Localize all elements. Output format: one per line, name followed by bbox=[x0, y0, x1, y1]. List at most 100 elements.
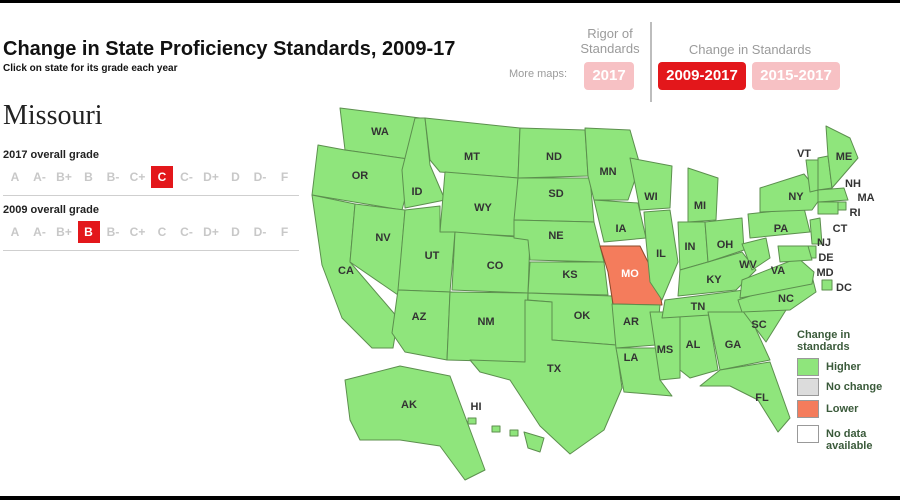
grade-2017-B: B bbox=[84, 170, 93, 184]
map-2009-2017-button[interactable]: 2009-2017 bbox=[658, 62, 746, 90]
state-ri[interactable] bbox=[837, 201, 847, 211]
state-label-nc: NC bbox=[778, 293, 794, 305]
state-label-co: CO bbox=[487, 260, 504, 272]
state-ia[interactable] bbox=[593, 199, 647, 243]
grade-2009-Bplus: B+ bbox=[56, 225, 72, 239]
state-wi[interactable] bbox=[629, 157, 673, 211]
state-mt[interactable] bbox=[424, 117, 521, 179]
grade-2009-C: C bbox=[157, 225, 167, 239]
state-label-mt: MT bbox=[464, 151, 480, 163]
grade-2017-Dminus: D- bbox=[253, 170, 267, 184]
grade-2009-Aminus: A- bbox=[33, 225, 46, 239]
state-ks[interactable] bbox=[527, 261, 609, 296]
grade-2017-Cminus: C- bbox=[180, 170, 193, 184]
legend-label-lower: Lower bbox=[826, 403, 859, 415]
state-dc[interactable] bbox=[821, 279, 833, 291]
state-fl[interactable] bbox=[699, 361, 791, 433]
state-label-ia: IA bbox=[616, 223, 627, 235]
state-label-nh: NH bbox=[845, 178, 861, 190]
grade-2009-Bminus: B- bbox=[106, 225, 120, 239]
state-label-hi: HI bbox=[471, 401, 482, 413]
grade-2009-label: 2009 overall grade bbox=[3, 204, 100, 216]
state-label-va: VA bbox=[771, 265, 786, 277]
grade-2017-Aminus: A- bbox=[33, 170, 46, 184]
map-2017-button[interactable]: 2017 bbox=[584, 62, 634, 90]
state-md[interactable] bbox=[777, 245, 813, 263]
state-ct[interactable] bbox=[817, 201, 839, 215]
state-label-ok: OK bbox=[574, 310, 591, 322]
state-label-dc: DC bbox=[836, 282, 852, 294]
grade-2017-C: C bbox=[151, 166, 173, 188]
state-label-az: AZ bbox=[412, 311, 427, 323]
legend-swatch-lower bbox=[797, 400, 819, 418]
state-az[interactable] bbox=[391, 289, 451, 361]
grade-2017-Dplus: D+ bbox=[203, 170, 219, 184]
legend-label-higher: Higher bbox=[826, 361, 861, 373]
map-2015-2017-button[interactable]: 2015-2017 bbox=[752, 62, 840, 90]
state-label-id: ID bbox=[412, 186, 423, 198]
state-tx[interactable] bbox=[469, 299, 623, 455]
state-label-ct: CT bbox=[833, 223, 848, 235]
state-la[interactable] bbox=[615, 347, 673, 397]
state-label-ms: MS bbox=[657, 344, 674, 356]
state-mi[interactable] bbox=[687, 167, 719, 223]
grade-2017-label: 2017 overall grade bbox=[3, 149, 100, 161]
grade-row-2017: A A- B+ B B- C+ C C- D+ D D- F bbox=[8, 166, 298, 188]
state-label-ga: GA bbox=[725, 339, 742, 351]
state-label-al: AL bbox=[686, 339, 701, 351]
page-title: Change in State Proficiency Standards, 2… bbox=[3, 38, 456, 60]
grade-2009-D: D bbox=[231, 225, 240, 239]
state-label-md: MD bbox=[816, 267, 833, 279]
state-label-ks: KS bbox=[562, 269, 577, 281]
state-label-ne: NE bbox=[548, 230, 563, 242]
state-ne[interactable] bbox=[513, 219, 605, 263]
state-ny[interactable] bbox=[759, 173, 823, 213]
grade-2009-Cminus: C- bbox=[180, 225, 193, 239]
legend-title: Change in standards bbox=[797, 329, 851, 353]
page-subtitle: Click on state for its grade each year bbox=[3, 63, 178, 74]
state-label-ak: AK bbox=[401, 399, 417, 411]
state-label-mi: MI bbox=[694, 200, 706, 212]
state-label-nd: ND bbox=[546, 151, 562, 163]
top-border bbox=[0, 0, 900, 3]
state-hi[interactable] bbox=[467, 417, 545, 453]
state-label-nj: NJ bbox=[817, 237, 831, 249]
grade-2017-A: A bbox=[10, 170, 20, 184]
state-nj[interactable] bbox=[809, 217, 823, 245]
state-wv[interactable] bbox=[741, 237, 771, 271]
state-label-ut: UT bbox=[425, 250, 440, 262]
state-label-la: LA bbox=[624, 352, 639, 364]
state-sd[interactable] bbox=[513, 177, 595, 223]
grade-2017-Cplus: C+ bbox=[129, 170, 146, 184]
grade-2009-B: B bbox=[77, 221, 100, 243]
rigor-of-standards-label: Rigor of Standards bbox=[580, 26, 640, 56]
state-label-pa: PA bbox=[774, 223, 789, 235]
state-me[interactable] bbox=[825, 125, 859, 189]
legend-label-no-data: No data available bbox=[826, 428, 873, 452]
state-label-vt: VT bbox=[797, 148, 811, 160]
state-label-ar: AR bbox=[623, 316, 639, 328]
divider bbox=[3, 250, 299, 251]
state-mn[interactable] bbox=[584, 127, 641, 201]
state-label-mn: MN bbox=[599, 166, 616, 178]
state-ma[interactable] bbox=[817, 187, 849, 203]
grade-row-2009: A A- B+ B B- C+ C C- D+ D D- F bbox=[8, 221, 298, 243]
more-maps-label: More maps: bbox=[509, 68, 568, 80]
legend-label-no-change: No change bbox=[826, 381, 883, 393]
state-il[interactable] bbox=[643, 209, 679, 301]
state-label-wi: WI bbox=[644, 191, 657, 203]
state-label-nv: NV bbox=[375, 232, 391, 244]
state-ak[interactable] bbox=[344, 365, 486, 481]
grade-2017-Bminus: B- bbox=[106, 170, 120, 184]
state-label-wv: WV bbox=[739, 259, 757, 271]
state-label-tn: TN bbox=[691, 301, 706, 313]
selected-state-name: Missouri bbox=[3, 100, 103, 131]
state-label-in: IN bbox=[685, 241, 696, 253]
state-mo[interactable] bbox=[599, 245, 663, 306]
state-label-or: OR bbox=[352, 170, 369, 182]
controls-separator bbox=[650, 22, 652, 102]
state-label-ca: CA bbox=[338, 265, 354, 277]
state-label-fl: FL bbox=[755, 392, 769, 404]
grade-2017-Bplus: B+ bbox=[56, 170, 72, 184]
